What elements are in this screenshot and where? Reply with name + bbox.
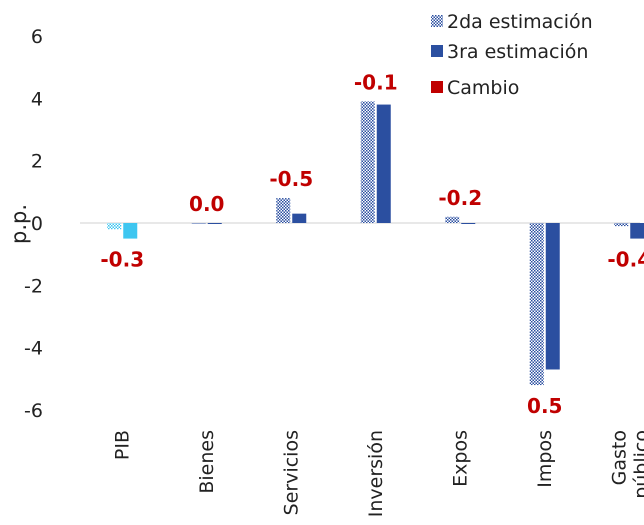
y-tick-labels: 6 4 2 0 -2 -4 -6 [24,26,43,422]
bar-2da-estimacion [445,216,460,223]
bar-3ra-estimacion [207,223,222,224]
bar-2da-estimacion [360,101,375,223]
change-label: 0.0 [189,192,224,216]
bar-3ra-estimacion [545,223,560,370]
y-tick-label: -6 [24,400,43,422]
bar-2da-estimacion [107,223,122,230]
bar-2da-estimacion [614,223,629,227]
legend-swatch-3ra [431,45,443,57]
change-label: -0.4 [607,248,644,272]
change-labels: -0.3 0.0 -0.5 -0.1 -0.2 0.5 -0.4 [100,70,644,418]
y-axis-label: p.p. [7,204,31,244]
bar-2da-estimacion [529,223,544,386]
legend-swatch-cambio [431,81,443,93]
y-tick-label: 4 [31,88,43,110]
category-label: PIB [111,430,133,460]
category-label: Impos [534,430,556,488]
change-label: 0.5 [527,394,562,418]
legend: 2da estimación 3ra estimación Cambio [431,11,593,99]
y-tick-label: 2 [31,151,43,173]
category-label: Expos [449,430,471,487]
y-tick-label: 0 [31,213,43,235]
bar-3ra-estimacion [630,223,644,239]
change-label: -0.1 [354,70,398,94]
bars [107,101,644,386]
y-tick-label: 6 [31,26,43,48]
category-label: Bienes [196,430,218,494]
category-label: Servicios [280,430,302,515]
bar-2da-estimacion [191,223,206,224]
bar-3ra-estimacion [461,223,476,224]
change-label: -0.2 [438,186,482,210]
y-tick-label: -4 [24,338,43,360]
bar-3ra-estimacion [292,213,307,223]
y-tick-label: -2 [24,275,43,297]
category-label: Gastopúblico [608,430,644,499]
legend-label-2da: 2da estimación [447,11,593,33]
legend-label-cambio: Cambio [447,77,519,99]
legend-label-3ra: 3ra estimación [447,41,588,63]
bar-2da-estimacion [276,198,291,223]
category-label: Inversión [365,430,387,517]
category-labels: PIB Bienes Servicios Inversión Expos Impos Gas… [111,430,644,517]
change-label: -0.5 [269,167,313,191]
legend-swatch-2da [431,15,443,27]
bar-3ra-estimacion [123,223,138,239]
change-label: -0.3 [100,248,144,272]
bar-3ra-estimacion [376,104,391,223]
